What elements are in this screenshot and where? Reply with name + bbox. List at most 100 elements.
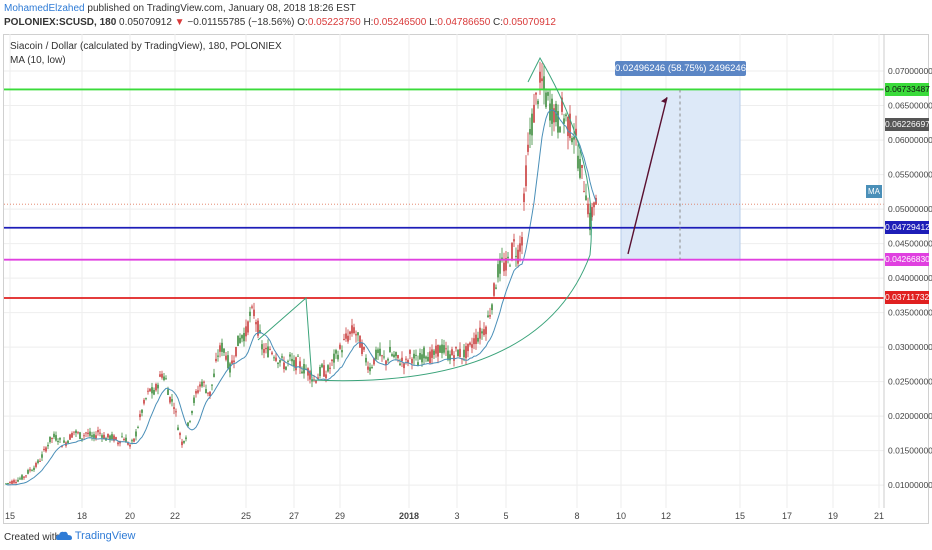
x-tick-label: 29 [335,511,345,521]
tradingview-logo[interactable]: TradingView [56,530,135,542]
candle-body [557,111,559,133]
candle-body [349,331,351,335]
high-label: H: [363,17,374,28]
candle-body [15,481,17,483]
ma-badge[interactable]: MA [866,185,882,198]
candle-body [9,481,11,483]
candle-body [245,326,247,337]
candle-body [463,349,465,358]
candle-body [395,352,397,357]
candle-body [29,469,31,471]
candle-body [25,475,27,477]
candle-body [129,444,131,447]
candle-body [437,344,439,357]
cloud-icon [56,531,72,540]
candle-body [287,360,289,362]
candle-body [533,104,535,123]
candle-body [57,441,59,443]
candle-body [307,368,309,376]
x-tick-label: 17 [782,511,792,521]
chart-pane[interactable] [3,34,929,524]
candle-body [369,367,371,372]
candle-body [95,435,97,439]
candle-body [457,349,459,357]
candle-body [59,438,61,440]
price-tag: 0.06733487 [885,82,930,96]
candle-body [131,440,133,442]
candle-body [17,479,19,482]
ma-line [5,109,597,486]
candle-body [285,366,287,370]
candle-body [545,92,547,108]
candle-body [175,411,177,413]
candle-body [13,480,15,483]
candle-body [371,367,373,369]
candle-body [43,448,45,450]
candle-body [235,346,237,357]
candle-body [329,367,331,369]
author-link[interactable]: MohamedElzahed [4,3,85,14]
candle-body [191,410,193,414]
candle-body [497,264,499,278]
horizontal-levels[interactable] [4,88,884,299]
candle-body [71,433,73,438]
candle-body [465,346,467,359]
candle-body [375,349,377,360]
candle-body [169,396,171,403]
candle-body [507,256,509,259]
candle-body [547,92,549,96]
candle-body [221,342,223,352]
rounding-arc[interactable] [257,56,592,382]
candle-body [217,355,219,357]
candle-body [317,377,319,379]
candle-body [423,347,425,359]
candle-body [153,389,155,395]
candle-body [149,388,151,392]
measure-label: 0.02496246 (58.75%) 2496246 [615,61,747,76]
x-tick-label: 18 [77,511,87,521]
candle-body [513,239,515,242]
candle-body [487,315,489,318]
candle-body [189,420,191,422]
x-axis[interactable]: 15 18 20 22 25 27 29 2018 3 5 8 10 12 15 17 19 21 [5,511,884,521]
candle-body [147,390,149,392]
candle-body [575,128,577,136]
candle-body [69,434,71,440]
y-tick-label: 0.05500000 [888,170,932,180]
candle-body [173,407,175,409]
y-tick-label: 0.04500000 [888,239,932,249]
candle-body [567,117,569,137]
low-value: 0.04786650 [437,17,491,28]
candle-body [63,440,65,443]
y-tick-label: 0.03000000 [888,342,932,352]
target-arrow[interactable] [627,97,668,255]
candle-body [339,344,341,349]
candle-body [253,309,255,317]
candle-body [367,366,369,370]
candle-body [23,476,25,478]
candle-body [99,432,101,434]
candle-body [157,384,159,389]
candle-body [101,435,103,438]
candle-body [5,483,7,485]
x-tick-label: 5 [503,511,508,521]
candle-body [141,409,143,413]
candle-body [579,158,581,178]
high-value: 0.05246500 [373,17,427,28]
grid [4,34,884,508]
candle-body [325,374,327,379]
candle-body [85,432,87,434]
candle-body [117,442,119,445]
candle-body [265,347,267,350]
x-tick-label: 21 [874,511,884,521]
candle-body [139,414,141,418]
candle-body [343,338,345,340]
y-axis[interactable]: 0.07000000 0.06500000 0.06000000 0.05500000… [888,66,932,490]
candle-body [247,321,249,333]
candle-body [297,355,299,357]
candle-body [337,354,339,360]
candle-body [485,326,487,335]
x-tick-label: 27 [289,511,299,521]
y-tick-label: 0.01500000 [888,446,932,456]
